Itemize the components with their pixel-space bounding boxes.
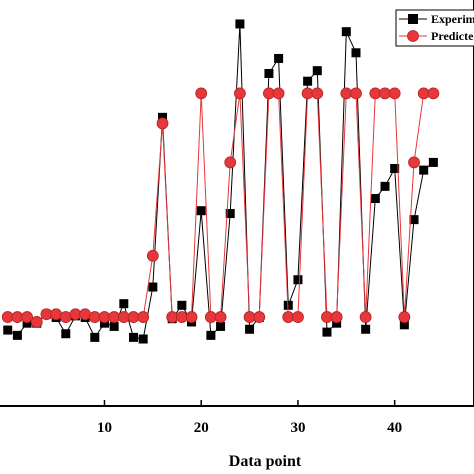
- data-point: [361, 324, 371, 334]
- legend: Experim Predicte: [395, 9, 474, 47]
- data-point: [370, 194, 380, 204]
- data-point: [312, 66, 322, 76]
- data-point: [388, 87, 401, 100]
- x-axis-title: Data point: [229, 453, 302, 470]
- data-point: [22, 318, 32, 328]
- data-point: [148, 282, 158, 292]
- data-point: [158, 112, 168, 122]
- data-point: [264, 68, 274, 78]
- data-point: [380, 181, 390, 191]
- data-point: [90, 332, 100, 342]
- data-point: [408, 156, 420, 169]
- plot-frame: [0, 0, 474, 407]
- data-point: [30, 316, 43, 328]
- series-line: [7, 92, 434, 323]
- data-point: [272, 87, 285, 100]
- x-tick-label-30: 30: [290, 420, 305, 436]
- data-point: [61, 329, 71, 339]
- data-point: [398, 311, 411, 323]
- data-point: [359, 311, 372, 323]
- x-tick-label-20: 20: [194, 420, 209, 436]
- data-point: [99, 318, 109, 328]
- data-point: [390, 163, 400, 173]
- data-point: [293, 275, 303, 285]
- data-point: [350, 87, 362, 100]
- data-point: [322, 327, 332, 337]
- data-point: [216, 321, 226, 331]
- series-predicted: [1, 87, 440, 328]
- data-point: [195, 87, 208, 100]
- data-point: [196, 206, 206, 216]
- data-point: [128, 332, 138, 342]
- data-point: [3, 325, 13, 335]
- x-tick-label-10: 10: [97, 420, 112, 436]
- data-point: [214, 311, 227, 323]
- data-point: [428, 157, 438, 167]
- data-point: [185, 311, 198, 323]
- data-point: [50, 308, 63, 321]
- data-point: [419, 165, 429, 175]
- data-point: [303, 76, 313, 86]
- data-point: [427, 87, 440, 100]
- data-point: [235, 19, 245, 29]
- data-point: [146, 249, 159, 262]
- legend-label-experimental: Experim: [431, 12, 474, 26]
- data-point: [21, 311, 33, 323]
- data-point: [119, 299, 129, 309]
- data-point: [409, 215, 419, 225]
- data-point: [234, 87, 246, 100]
- data-point: [109, 321, 119, 331]
- series-experimental: [3, 19, 438, 344]
- data-point: [245, 324, 255, 334]
- data-point: [399, 320, 409, 330]
- data-point: [225, 209, 235, 219]
- data-point: [351, 48, 361, 58]
- data-point: [59, 311, 72, 323]
- data-point: [253, 311, 266, 323]
- legend-label-predicted: Predicte: [431, 29, 474, 43]
- data-point: [332, 318, 342, 328]
- data-point: [206, 330, 216, 340]
- data-point: [274, 53, 284, 63]
- legend-marker-experimental: [408, 14, 418, 24]
- data-point: [12, 330, 22, 340]
- data-point: [311, 87, 324, 100]
- data-point: [137, 311, 150, 323]
- legend-marker-predicted: [407, 30, 419, 42]
- data-point: [79, 308, 92, 321]
- series-line: [7, 23, 434, 340]
- series-layer: [1, 19, 440, 344]
- data-point: [292, 311, 304, 323]
- data-point: [341, 27, 351, 37]
- data-point: [330, 311, 343, 323]
- data-point: [224, 156, 237, 169]
- x-tick-label-40: 40: [387, 420, 402, 436]
- data-point: [156, 117, 169, 130]
- data-point: [177, 300, 187, 310]
- x-axis-ticks: 10 20 30 40: [97, 400, 402, 436]
- data-point: [138, 334, 148, 344]
